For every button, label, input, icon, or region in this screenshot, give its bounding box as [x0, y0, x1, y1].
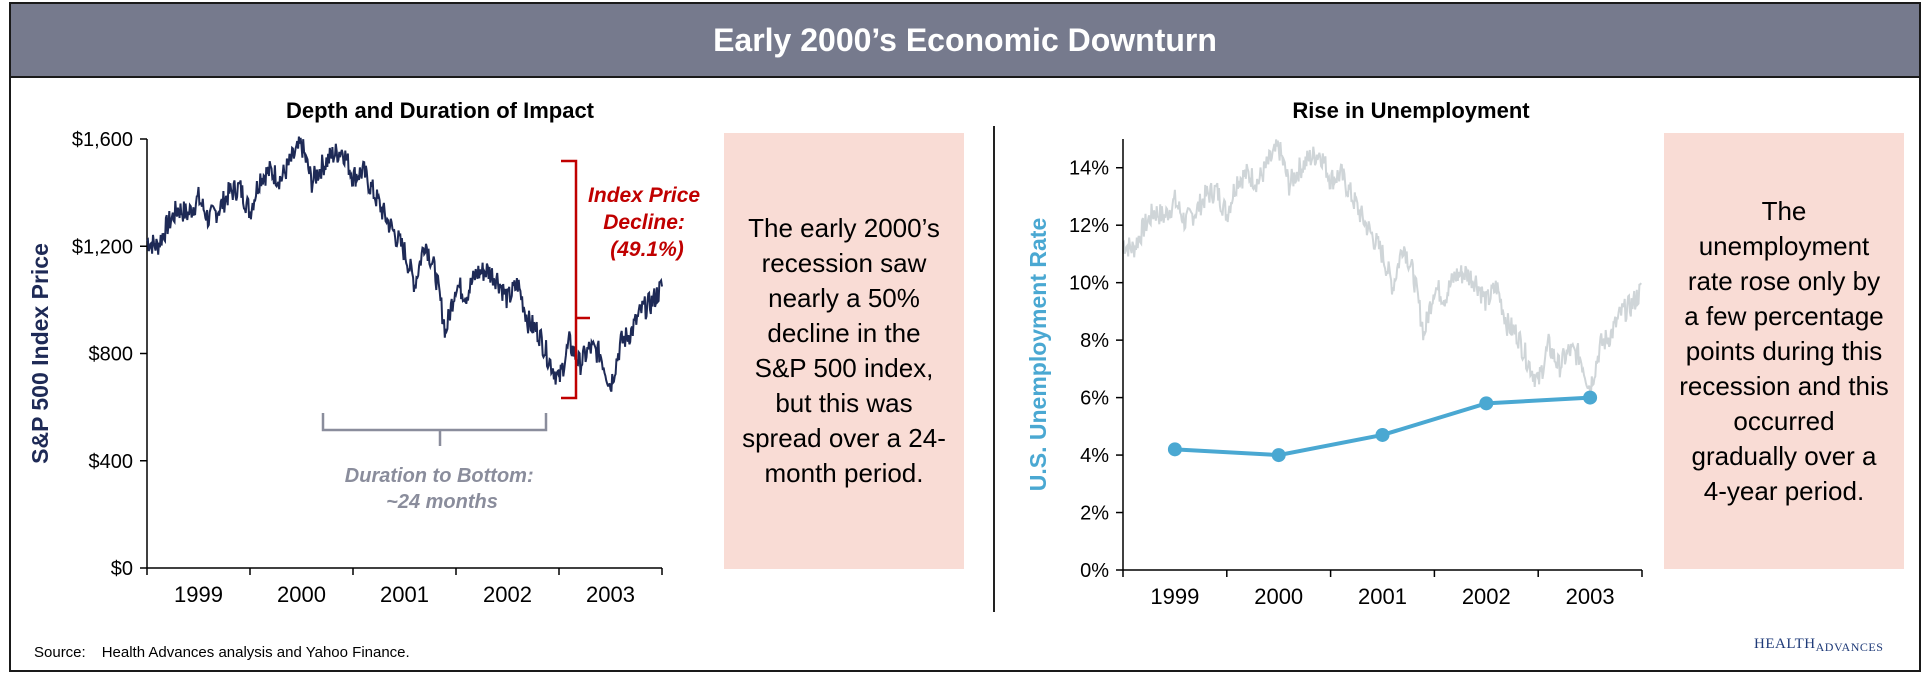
y-tick-label: $1,600 [72, 129, 133, 151]
decline-label-line: (49.1%) [610, 238, 684, 261]
x-tick-label: 1999 [1150, 584, 1199, 609]
y-tick-label: $400 [89, 451, 134, 473]
y-axis-label: S&P 500 Index Price [27, 243, 53, 464]
y-tick-label: 0% [1080, 560, 1109, 582]
sp500-chart: Depth and Duration of Impact S&P 500 Ind… [27, 98, 706, 607]
unemployment-point [1375, 427, 1390, 442]
y-tick-label: 8% [1080, 330, 1109, 352]
x-tick-label: 2003 [1566, 584, 1615, 609]
unemployment-point [1583, 390, 1598, 405]
y-tick-label: 14% [1069, 158, 1109, 180]
sp500-ghost-line [1122, 139, 1642, 395]
x-tick-label: 2002 [1462, 584, 1511, 609]
axes: $0 $400 $800 $1,200 $1,600 1999 2000 2001 2002 20… [72, 129, 663, 607]
y-tick-label: $0 [111, 558, 133, 580]
unemployment-point [1271, 448, 1286, 463]
chart-title: Depth and Duration of Impact [286, 98, 595, 123]
x-tick-label: 1999 [174, 582, 223, 607]
source-text: Health Advances analysis and Yahoo Finan… [101, 644, 410, 661]
page-title: Early 2000’s Economic Downturn [11, 4, 1919, 78]
duration-label-line: ~24 months [386, 491, 498, 513]
x-tick-label: 2003 [586, 582, 635, 607]
duration-bracket [321, 413, 548, 446]
svg-text:Duration to Bottom: ~24: Duration to Bottom: ~24 months [345, 465, 539, 513]
x-tick-label: 2001 [1358, 584, 1407, 609]
unemployment-point [1167, 442, 1182, 457]
source-label: Source: [34, 644, 86, 661]
unemployment-line [1174, 395, 1591, 458]
right-callout: The unemployment rate rose only by a few… [1664, 133, 1904, 569]
x-tick-label: 2000 [1254, 584, 1303, 609]
left-callout-text: The early 2000’s recession saw nearly a … [742, 213, 946, 488]
health-advances-logo: HEALTHADVANCES [1754, 636, 1884, 654]
x-tick-label: 2002 [483, 582, 532, 607]
y-tick-label: 4% [1080, 445, 1109, 467]
decline-bracket [561, 159, 590, 400]
y-tick-label: 12% [1069, 215, 1109, 237]
axes: 0% 2% 4% 6% 8% 10% 12% 14% 1999 2000 2001 2002 2003 [1069, 139, 1643, 609]
y-tick-label: 10% [1069, 273, 1109, 295]
y-tick-label: $800 [89, 344, 134, 366]
right-callout-text: The unemployment rate rose only by a few… [1679, 195, 1889, 506]
x-tick-label: 2000 [277, 582, 326, 607]
y-axis-label: U.S. Unemployment Rate [1025, 218, 1051, 492]
source-note: Source: Health Advances analysis and Yaho… [34, 644, 410, 661]
y-tick-label: 2% [1080, 503, 1109, 525]
x-tick-label: 2001 [380, 582, 429, 607]
unemployment-points [1167, 390, 1598, 463]
decline-label-line: Decline: [603, 211, 685, 234]
sp500-line [146, 136, 663, 392]
unemployment-chart: Rise in Unemployment U.S. Unemployment R… [1025, 98, 1643, 609]
decline-label-line: Index Price [588, 184, 700, 207]
svg-text:Index Price Decline:: Index Price Decline: (49.1%) [588, 184, 706, 261]
y-tick-label: 6% [1080, 388, 1109, 410]
left-callout: The early 2000’s recession saw nearly a … [724, 133, 964, 569]
chart-title: Rise in Unemployment [1292, 98, 1530, 123]
unemployment-point [1479, 396, 1494, 411]
y-tick-label: $1,200 [72, 236, 133, 258]
duration-label-line: Duration to Bottom: [345, 465, 534, 487]
